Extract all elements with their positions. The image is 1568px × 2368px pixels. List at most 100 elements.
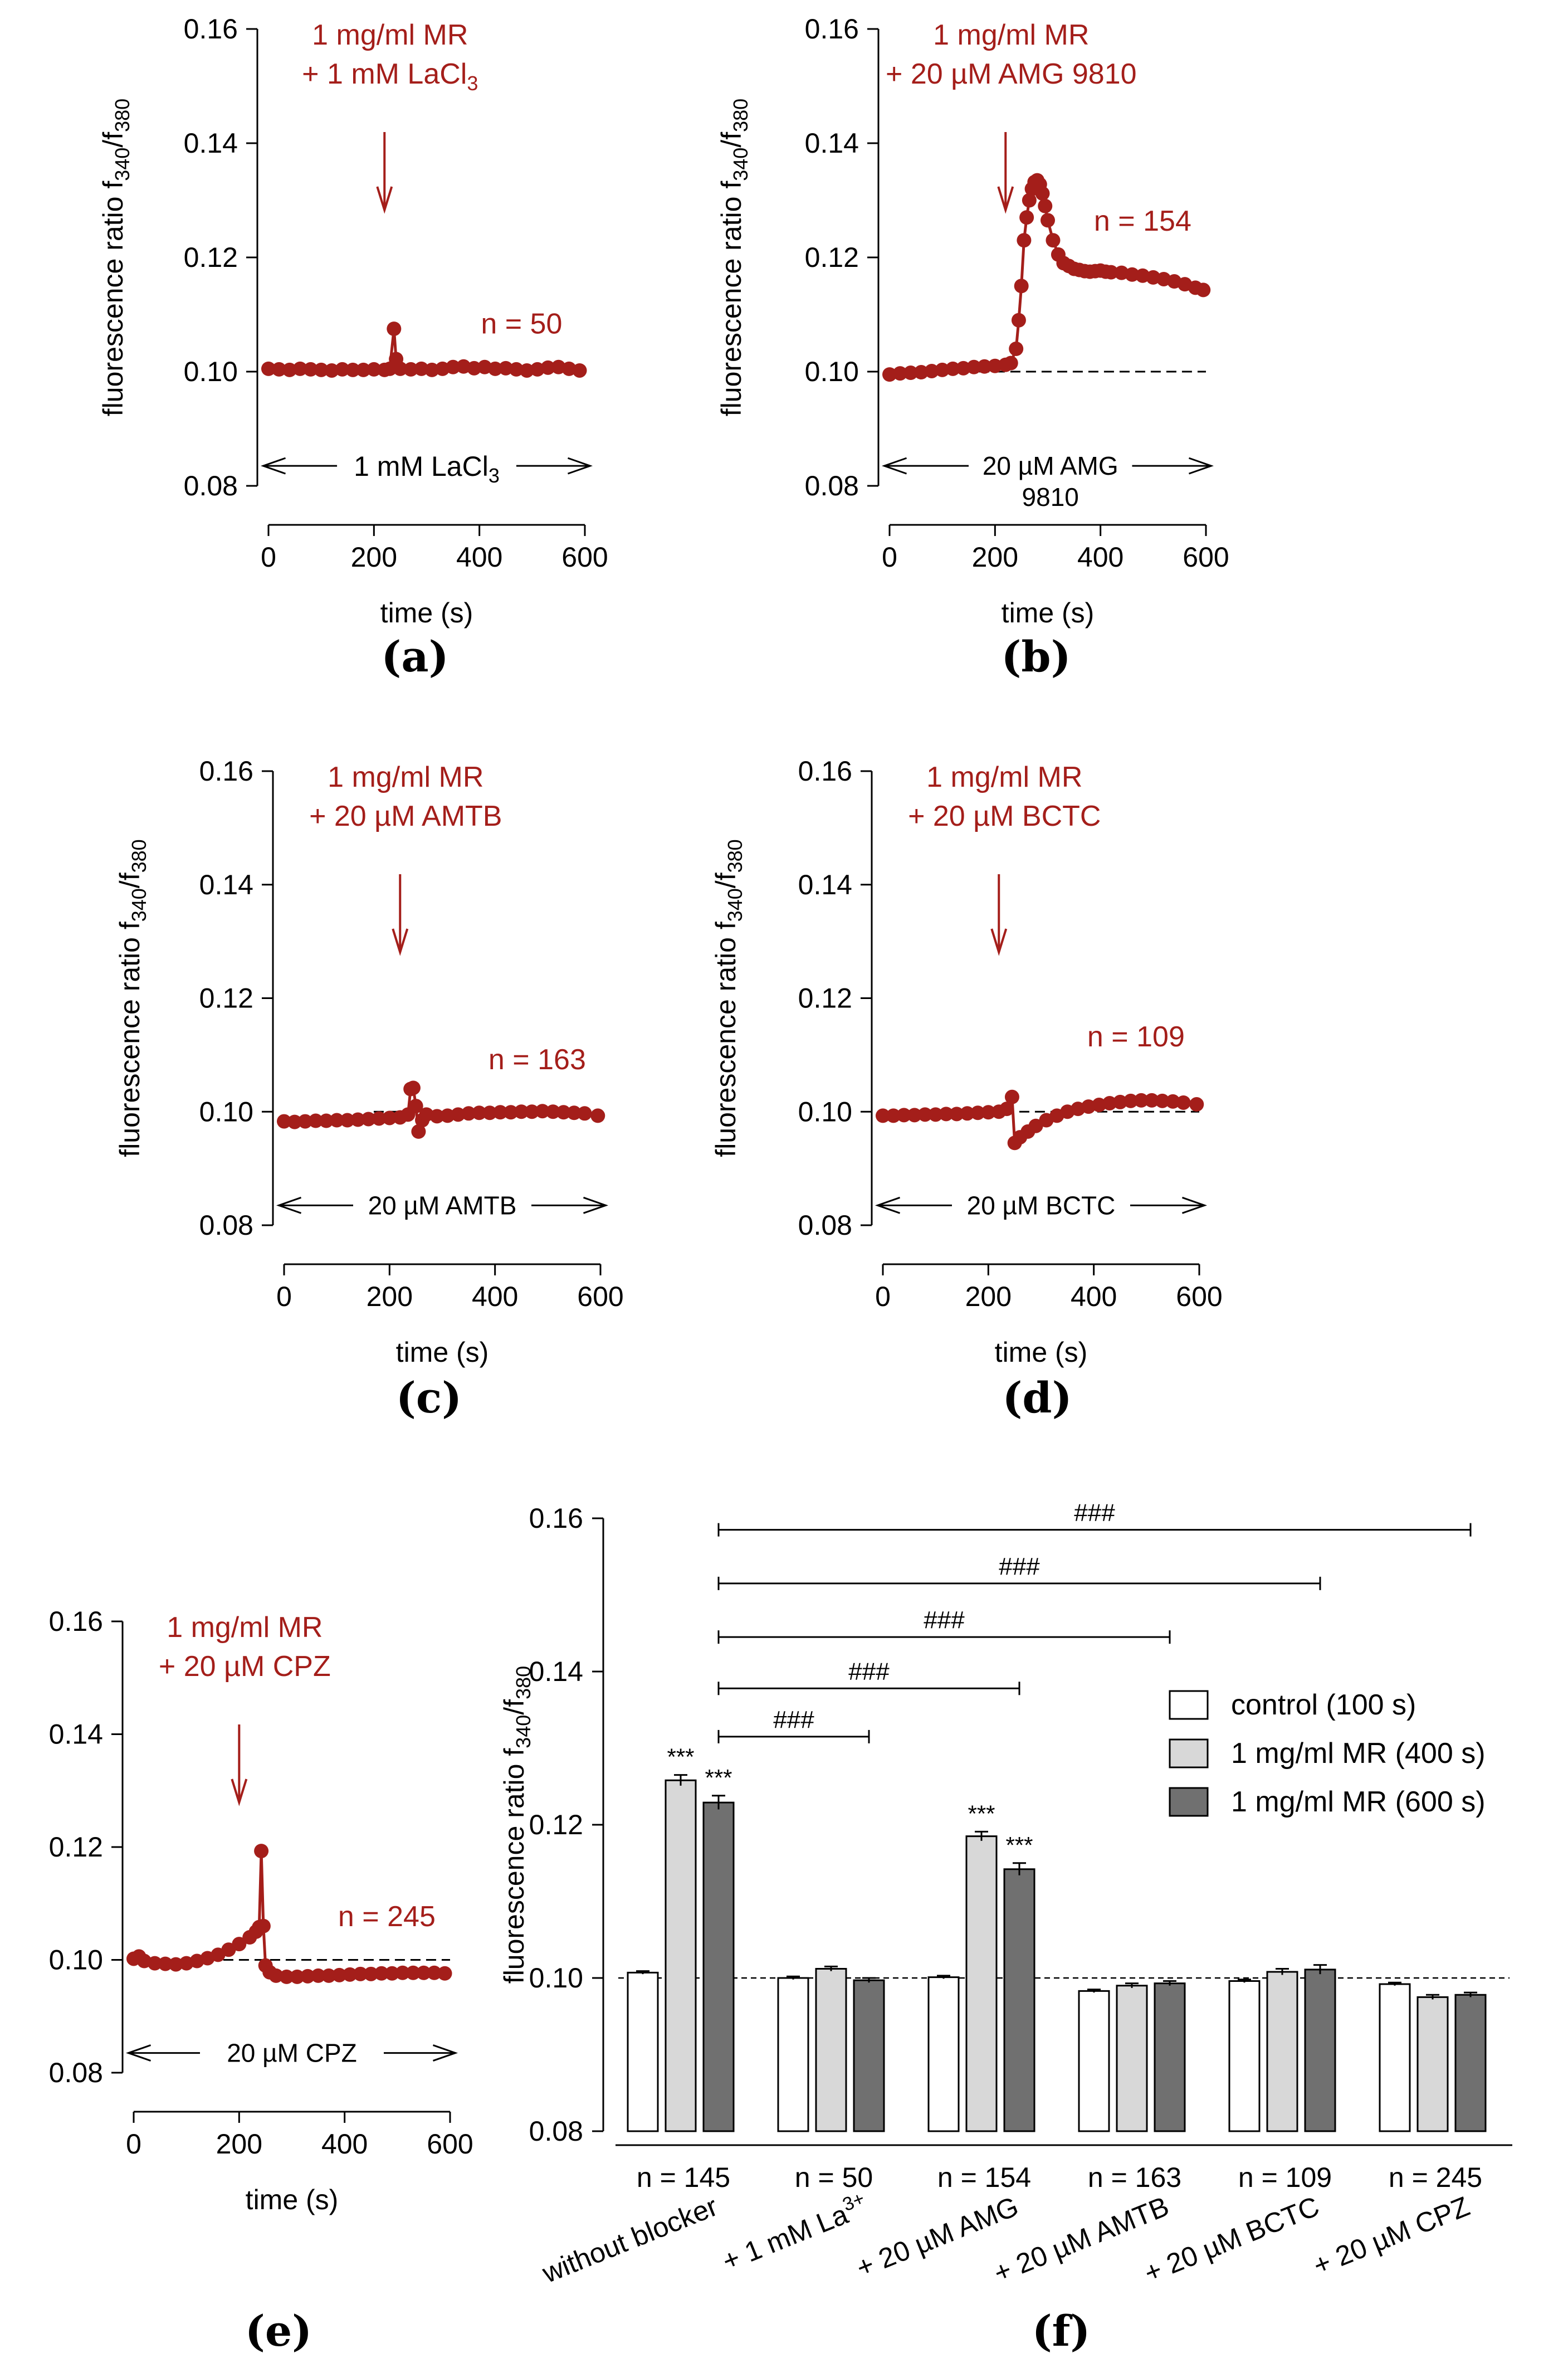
x-axis-label-e: time (s): [246, 2184, 339, 2215]
n-label-f-group2: n = 154: [937, 2162, 1031, 2193]
data-point-a: [335, 362, 350, 377]
data-point-a: [303, 362, 318, 377]
data-point-c: [329, 1113, 344, 1128]
stimulus-line2-c: + 20 µM AMTB: [309, 800, 502, 832]
x-tick-label-a: 200: [351, 542, 397, 573]
data-point-a: [509, 362, 524, 377]
stimulus-line2-b: + 20 µM AMG 9810: [886, 58, 1137, 90]
legend-swatch-2: [1169, 1787, 1209, 1817]
data-point-c: [429, 1109, 444, 1124]
stimulus-line1-d: 1 mg/ml MR: [926, 761, 1082, 793]
data-point-a: [519, 363, 534, 378]
data-point-a: [572, 363, 587, 378]
y-tick-label-d: 0.14: [798, 869, 852, 900]
n-label-e: n = 245: [338, 1901, 436, 1933]
data-point-b: [1019, 210, 1034, 225]
data-point-c: [566, 1105, 582, 1120]
data-point-a: [467, 360, 482, 376]
bar-series1-group5: [1416, 1996, 1449, 2132]
x-tick-label-b: 400: [1077, 542, 1124, 573]
y-tick-label-a: 0.08: [184, 470, 238, 501]
y-tick-label-f: 0.16: [529, 1503, 583, 1534]
data-point-a: [292, 361, 307, 376]
n-label-f-group0: n = 145: [637, 2162, 730, 2193]
blocker-label-e: 20 µM CPZ: [227, 2039, 357, 2068]
stimulus-line2-d: + 20 µM BCTC: [908, 800, 1101, 832]
category-label-f-group1: + 1 mM La3+: [717, 2188, 872, 2277]
stimulus-arrow-head-a: [376, 186, 393, 214]
data-point-c: [382, 1110, 397, 1125]
stimulus-line2-a: + 1 mM LaCl3: [302, 58, 478, 95]
data-point-b: [977, 359, 992, 374]
x-tick-label-c: 600: [577, 1281, 623, 1312]
blocker-label-c: 20 µM AMTB: [368, 1191, 517, 1220]
y-axis-label-c: fluorescence ratio f340/f380: [114, 839, 150, 1157]
x-tick-label-b: 0: [882, 542, 897, 573]
y-axis-label-d-text: fluorescence ratio f: [710, 922, 741, 1157]
data-point-b: [1014, 279, 1029, 294]
panel-label-b: (b): [1001, 632, 1071, 681]
data-point-a: [282, 362, 297, 377]
y-axis-label-b: fluorescence ratio f340/f380: [716, 99, 752, 416]
y-axis-label-d: fluorescence ratio f340/f380: [710, 839, 746, 1157]
y-axis-label-a-text2: /f: [97, 132, 129, 148]
y-axis-label-f-text2: /f: [499, 1699, 530, 1715]
bar-series2-group0: [702, 1801, 735, 2132]
blocker-arrow-c-head-right: [583, 1196, 609, 1214]
stimulus-line1-c: 1 mg/ml MR: [328, 761, 483, 793]
data-point-d: [1113, 1094, 1127, 1109]
data-point-d: [928, 1107, 943, 1122]
bar-series0-group0: [627, 1971, 659, 2132]
data-point-c: [411, 1124, 426, 1139]
blocker-arrow-e-head-right: [432, 2044, 458, 2062]
data-point-d: [1123, 1093, 1138, 1108]
n-label-c: n = 163: [489, 1044, 586, 1076]
x-tick-label-e: 600: [427, 2128, 473, 2160]
blocker-arrow-b-head-right: [1188, 457, 1214, 475]
data-point-c: [361, 1112, 376, 1127]
data-point-b: [914, 365, 929, 380]
category-label-f-group0: without blocker: [538, 2190, 722, 2289]
y-tick-label-d: 0.10: [798, 1096, 852, 1127]
blocker-label-line1-b: 20 µM AMG: [983, 451, 1118, 480]
bar-series0-group5: [1379, 1983, 1411, 2132]
data-point-e: [364, 1966, 378, 1981]
data-point-b: [1103, 265, 1118, 280]
data-point-b: [1046, 233, 1061, 248]
stimulus-arrow-head-d: [990, 928, 1008, 956]
y-axis-label-f-text: fluorescence ratio f: [499, 1748, 530, 1984]
stimulus-arrow-head-c: [392, 928, 409, 956]
y-axis-label-c-text: fluorescence ratio f: [114, 922, 145, 1157]
stimulus-arrow-head-b: [997, 186, 1014, 214]
y-axis-label-c-sub2: 380: [128, 839, 150, 873]
data-point-b: [1196, 282, 1211, 298]
data-point-e: [427, 1965, 442, 1980]
y-tick-label-a: 0.16: [184, 13, 238, 45]
data-point-c: [277, 1114, 291, 1129]
y-axis-label-d-sub2: 380: [724, 839, 746, 873]
blocker-arrow-a-head-left: [260, 457, 286, 475]
y-tick-label-d: 0.12: [798, 983, 852, 1014]
data-point-a: [367, 362, 382, 377]
y-tick-label-c: 0.16: [199, 756, 253, 787]
bar-series0-group4: [1228, 1980, 1261, 2132]
data-point-b: [956, 360, 971, 376]
x-axis-label-b: time (s): [1002, 597, 1095, 628]
data-point-a: [540, 360, 555, 375]
data-point-d: [999, 1102, 1014, 1117]
data-point-d: [1144, 1093, 1159, 1108]
data-point-c: [372, 1111, 387, 1126]
x-tick-label-d: 400: [1071, 1281, 1117, 1312]
data-point-a: [499, 360, 513, 376]
data-point-e: [254, 1844, 269, 1859]
bar-series0-group3: [1078, 1990, 1110, 2132]
blocker-arrow-d-head-left: [875, 1196, 901, 1214]
blocker-label-d: 20 µM BCTC: [967, 1191, 1116, 1220]
blocker-arrow-b-head-left: [881, 457, 907, 475]
category-label-text: + 1 mM La: [718, 2199, 852, 2277]
x-tick-label-d: 0: [875, 1281, 891, 1312]
panel-label-d: (d): [1002, 1373, 1072, 1422]
y-tick-label-f: 0.14: [529, 1656, 583, 1687]
panel-label-a: (a): [381, 632, 448, 681]
panel-label-c: (c): [396, 1373, 462, 1422]
